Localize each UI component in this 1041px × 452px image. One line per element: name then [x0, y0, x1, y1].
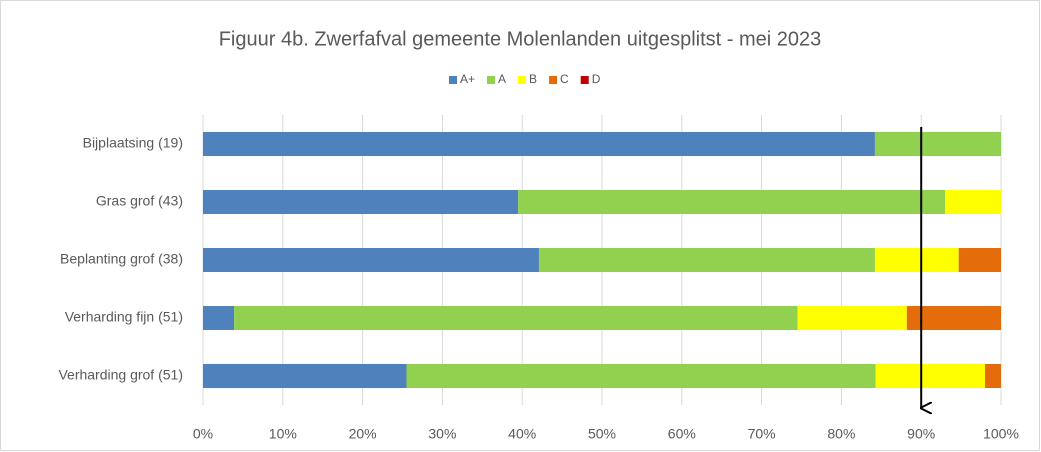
y-tick-label: Beplanting grof (38) — [60, 251, 183, 267]
legend-label: C — [560, 72, 569, 86]
bar-segment — [406, 364, 876, 388]
legend-label: B — [529, 72, 537, 86]
y-tick-label: Bijplaatsing (19) — [83, 135, 183, 151]
x-tick-label: 10% — [269, 426, 297, 442]
bar-segment — [203, 132, 875, 156]
bar-segment — [985, 364, 1001, 388]
x-tick-label: 60% — [668, 426, 696, 442]
bar-segment — [874, 132, 1001, 156]
legend-label: A — [498, 72, 506, 86]
x-tick-label: 40% — [508, 426, 536, 442]
legend-label: A+ — [460, 72, 475, 86]
x-tick-label: 20% — [349, 426, 377, 442]
bar-segment — [203, 364, 407, 388]
x-tick-label: 30% — [428, 426, 456, 442]
y-tick-label: Gras grof (43) — [96, 193, 183, 209]
bar-segment — [875, 364, 986, 388]
bar-segment — [234, 306, 798, 330]
legend-swatch — [487, 76, 496, 84]
x-tick-label: 0% — [193, 426, 213, 442]
bar-segment — [203, 190, 519, 214]
legend-swatch — [580, 76, 589, 84]
bar-segment — [945, 190, 1001, 214]
x-tick-label: 100% — [983, 426, 1019, 442]
x-tick-label: 50% — [588, 426, 616, 442]
x-tick-label: 80% — [827, 426, 855, 442]
bar-segment — [958, 248, 1001, 272]
bar-segment — [203, 248, 539, 272]
legend-swatch — [549, 76, 558, 84]
legend-swatch — [449, 76, 457, 84]
bar-segment — [874, 248, 959, 272]
bar-segment — [203, 306, 235, 330]
x-tick-label: 90% — [907, 426, 935, 442]
legend-swatch — [518, 76, 527, 84]
bar-segment — [518, 190, 946, 214]
bar-segment — [906, 306, 1001, 330]
x-tick-label: 70% — [748, 426, 776, 442]
y-tick-label: Verharding fijn (51) — [65, 309, 183, 325]
chart-title: Figuur 4b. Zwerfafval gemeente Molenland… — [219, 28, 822, 50]
bar-segment — [797, 306, 907, 330]
bar-segment — [538, 248, 875, 272]
legend-label: D — [592, 72, 601, 86]
y-tick-label: Verharding grof (51) — [58, 367, 183, 383]
